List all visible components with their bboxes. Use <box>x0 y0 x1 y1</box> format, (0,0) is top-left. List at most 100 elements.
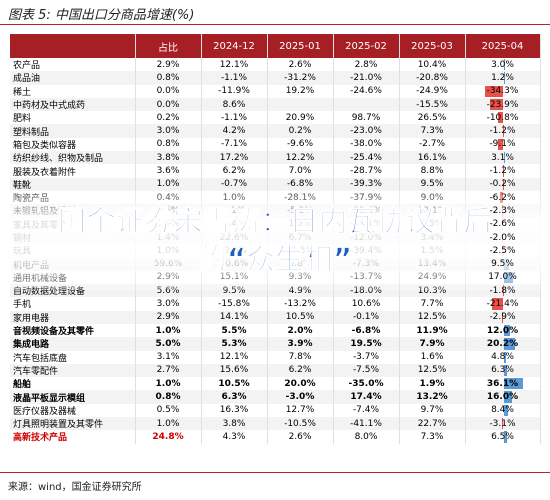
cell: 1.9% <box>399 377 466 391</box>
cell: 5.0% <box>135 337 202 351</box>
cell: -13.2% <box>267 297 334 311</box>
cell-text: 6.3% <box>491 365 514 376</box>
cell-text: -1.8% <box>489 285 516 296</box>
row-label: 箱包及类似容器 <box>10 137 136 152</box>
cell: 4.8% <box>465 350 541 364</box>
cell: 22.7% <box>399 417 466 431</box>
cell: 3.0% <box>135 124 202 138</box>
row-label: 汽车零配件 <box>10 363 136 378</box>
banner: 国金证券宋雪涛：日内瓦协议背后的“众生相” <box>0 190 550 290</box>
cell: 3.8% <box>135 151 202 165</box>
cell: 0.8% <box>135 390 202 404</box>
cell: -24.6% <box>333 84 400 98</box>
row-label: 中药材及中式成药 <box>10 97 136 112</box>
cell: 7.9% <box>399 337 466 351</box>
cell-text: 17.0% <box>488 272 517 283</box>
cell: 2.9% <box>135 310 202 324</box>
cell-text: -23.9% <box>486 99 519 110</box>
cell: 20.9% <box>267 111 334 125</box>
cell: 3.0% <box>135 297 202 311</box>
data-bar <box>497 112 504 124</box>
cell-text: -6.2% <box>489 192 516 203</box>
cell: -38.0% <box>333 137 400 152</box>
table-row: 医疗仪器及器械 0.5% 16.3% 12.7% -7.4% 9.7% 8.4% <box>10 403 541 418</box>
row-label: 灯具照明装置及其零件 <box>10 417 136 431</box>
cell: -24.9% <box>399 84 466 98</box>
cell: 11.9% <box>399 323 466 338</box>
cell-text: 16.0% <box>486 392 519 403</box>
cell: 1.6% <box>399 350 466 364</box>
cell: -21.0% <box>333 71 400 85</box>
cell: 7.8% <box>267 350 334 364</box>
cell <box>267 97 334 112</box>
cell: -9.1% <box>465 137 541 152</box>
cell: -2.9% <box>465 310 541 324</box>
cell: 15.6% <box>201 363 268 378</box>
row-label: 家用电器 <box>10 310 136 324</box>
cell: 12.5% <box>399 310 466 324</box>
table-row: 灯具照明装置及其零件 1.0% 3.8% -10.5% -41.1% 22.7% -3.1% <box>10 417 541 431</box>
cell: -6.8% <box>333 323 400 338</box>
table-row: 稀土 0.0% -11.9% 19.2% -24.6% -24.9% -34.3% <box>10 84 541 98</box>
data-bar <box>501 418 504 430</box>
cell-text: -0.2% <box>489 179 516 190</box>
cell-text: 20.2% <box>486 338 519 349</box>
cell-text: -3.1% <box>489 418 516 429</box>
cell: 1.0% <box>135 177 202 191</box>
cell: 7.0% <box>267 164 334 178</box>
cell: -21.4% <box>465 297 541 311</box>
cell-text: -2.5% <box>489 245 516 256</box>
column-header: 2025-03 <box>399 34 466 58</box>
cell: 5.5% <box>201 323 268 338</box>
row-label: 纺织纱线、织物及制品 <box>10 151 136 165</box>
cell: 19.2% <box>267 84 334 98</box>
cell: -7.5% <box>333 363 400 378</box>
cell: 16.0% <box>465 390 541 404</box>
cell-text: -1.2% <box>489 126 516 137</box>
data-bar <box>498 138 504 151</box>
table-row: 服装及衣着附件 3.6% 6.2% 7.0% -28.7% 8.8% -1.2% <box>10 164 541 178</box>
row-label: 鞋靴 <box>10 177 136 191</box>
cell-text: 9.5% <box>491 259 514 270</box>
cell: 36.1% <box>465 377 541 391</box>
data-bar <box>503 324 511 337</box>
cell-text: 1.2% <box>491 72 514 83</box>
cell: -7.1% <box>201 137 268 152</box>
cell: 2.8% <box>333 58 400 72</box>
cell: -20.8% <box>399 71 466 85</box>
cell: 8.6% <box>201 97 268 112</box>
cell: 19.5% <box>333 337 400 351</box>
cell: 0.8% <box>135 137 202 152</box>
cell: 12.1% <box>201 58 268 72</box>
cell: 7.3% <box>399 430 466 444</box>
table-row: 箱包及类似容器 0.8% -7.1% -9.6% -38.0% -2.7% -9.1% <box>10 137 541 152</box>
rule <box>0 472 550 473</box>
cell: 2.6% <box>267 430 334 444</box>
cell: -1.1% <box>201 111 268 125</box>
cell: 2.7% <box>135 363 202 378</box>
cell: -0.1% <box>333 310 400 324</box>
cell: 10.5% <box>201 377 268 391</box>
table-row: 汽车包括底盘 3.1% 12.1% 7.8% -3.7% 1.6% 4.8% <box>10 350 541 364</box>
cell: 17.2% <box>201 151 268 165</box>
cell: 9.5% <box>399 177 466 191</box>
cell: 12.1% <box>201 350 268 364</box>
cell: 3.6% <box>135 164 202 178</box>
data-bar <box>491 298 504 310</box>
cell: 2.6% <box>267 58 334 72</box>
cell: -25.4% <box>333 151 400 165</box>
cell: 6.2% <box>201 164 268 178</box>
cell: -35.0% <box>333 377 400 391</box>
cell-text: -2.9% <box>489 312 516 323</box>
cell: 0.0% <box>135 84 202 98</box>
cell: -10.8% <box>465 111 541 125</box>
cell: -0.2% <box>465 177 541 191</box>
cell-text: -34.3% <box>486 86 519 97</box>
cell: 20.0% <box>267 377 334 391</box>
column-header: 2025-01 <box>267 34 334 58</box>
row-label: 肥料 <box>10 111 136 125</box>
cell: 3.9% <box>267 337 334 351</box>
column-header <box>10 34 136 58</box>
cell-text: -2.3% <box>489 205 516 216</box>
cell: 10.6% <box>333 297 400 311</box>
